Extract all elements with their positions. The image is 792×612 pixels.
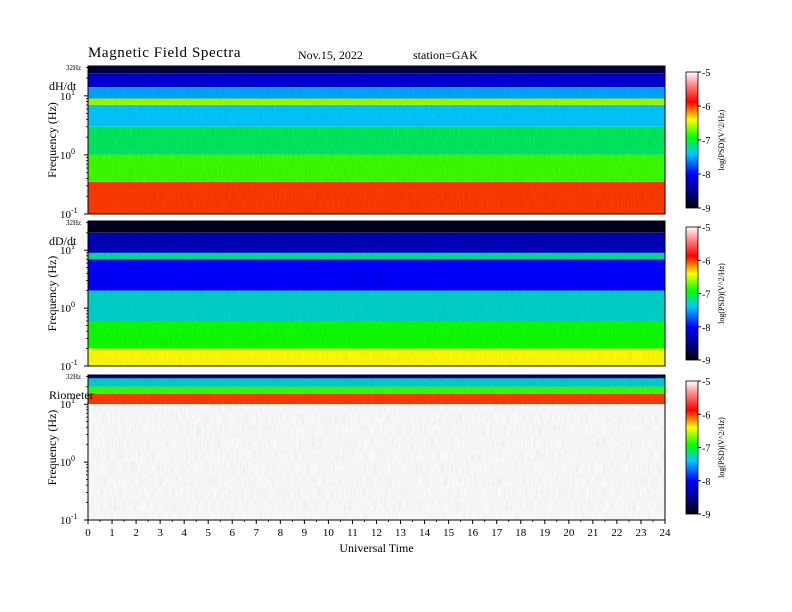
colorbar-tick-label: -7 — [702, 444, 710, 455]
x-tick-label: 24 — [660, 527, 672, 539]
panel-bands-1 — [88, 221, 665, 366]
psd-band — [88, 221, 665, 233]
colorbar-tick-label: -5 — [702, 223, 710, 234]
station-label: station=GAK — [413, 48, 478, 62]
top-freq-label: 32Hz — [66, 373, 81, 381]
colorbar — [685, 71, 699, 209]
panel-frame — [87, 65, 666, 215]
colorbar-tick-label: -6 — [702, 102, 710, 113]
y-tick-label: 100 — [60, 454, 75, 469]
top-freq-label: 32Hz — [66, 219, 81, 227]
x-tick-label: 6 — [230, 527, 236, 539]
colorbar-label: log(PSD)(V^2/Hz) — [717, 263, 726, 324]
x-tick-label: 2 — [133, 527, 139, 539]
psd-band — [88, 87, 665, 99]
colorbar-tick-label: -6 — [702, 256, 710, 267]
psd-band — [88, 73, 665, 88]
x-tick-label: 20 — [563, 527, 575, 539]
y-tick-label: 10-1 — [60, 512, 78, 527]
colorbar-tick-label: -7 — [702, 290, 710, 301]
y-tick-label: 100 — [60, 147, 75, 162]
psd-band — [88, 98, 665, 105]
x-tick-label: 17 — [491, 527, 503, 539]
y-axis-label: Frequency (Hz) — [45, 102, 59, 178]
psd-band — [88, 181, 665, 214]
y-tick-label: 101 — [60, 242, 75, 257]
colorbar-tick-label: -8 — [702, 170, 710, 181]
x-axis-label: Universal Time — [339, 541, 413, 555]
panel-name: dD/dt — [49, 234, 77, 248]
x-tick-label: 12 — [371, 527, 382, 539]
chart-title: Magnetic Field Spectra — [88, 45, 242, 61]
colorbar-tick-label: -7 — [702, 136, 710, 147]
psd-band — [88, 259, 665, 291]
y-tick-label: 100 — [60, 300, 75, 315]
colorbar-tick-label: -8 — [702, 477, 710, 488]
x-tick-label: 4 — [181, 527, 187, 539]
panel-bands-2 — [88, 375, 665, 520]
x-tick-label: 9 — [302, 527, 308, 539]
y-tick-label: 101 — [60, 396, 75, 411]
date-label: Nov.15, 2022 — [298, 48, 363, 62]
psd-band — [88, 386, 665, 394]
psd-band — [88, 375, 665, 379]
y-axis-label: Frequency (Hz) — [45, 256, 59, 332]
x-tick-label: 21 — [587, 527, 598, 539]
psd-band — [88, 394, 665, 405]
psd-band — [88, 378, 665, 387]
colorbar-label: log(PSD)(V^2/Hz) — [717, 417, 726, 478]
psd-band — [88, 252, 665, 260]
colorbar-tick-label: -6 — [702, 410, 710, 421]
colorbar — [685, 380, 699, 515]
psd-band — [88, 105, 665, 127]
x-tick-label: 3 — [157, 527, 163, 539]
x-tick-label: 18 — [515, 527, 527, 539]
colorbar-tick-label: -5 — [702, 377, 710, 388]
panel-name: Riometer — [49, 388, 94, 402]
psd-band — [88, 404, 665, 520]
y-tick-label: 101 — [60, 88, 75, 103]
x-tick-label: 8 — [278, 527, 284, 539]
x-tick-label: 5 — [205, 527, 211, 539]
psd-band — [88, 232, 665, 253]
x-tick-label: 1 — [109, 527, 115, 539]
psd-band — [88, 126, 665, 155]
y-tick-label: 10-1 — [60, 358, 78, 373]
psd-band — [88, 66, 665, 74]
colorbar-label: log(PSD)(V^2/Hz) — [717, 109, 726, 170]
colorbar-tick-label: -5 — [702, 68, 710, 79]
x-tick-label: 10 — [323, 527, 335, 539]
x-tick-label: 19 — [539, 527, 551, 539]
y-tick-label: 10-1 — [60, 206, 78, 221]
y-axis-label: Frequency (Hz) — [45, 410, 59, 486]
panel-0 — [87, 65, 666, 215]
x-tick-label: 15 — [443, 527, 455, 539]
psd-band — [88, 154, 665, 182]
x-tick-label: 16 — [467, 527, 479, 539]
panel-frame — [87, 220, 666, 367]
colorbar-tick-label: -9 — [702, 204, 710, 215]
panel-name: dH/dt — [49, 79, 77, 93]
panel-bands-0 — [88, 66, 665, 214]
psd-band — [88, 348, 665, 366]
psd-band — [88, 321, 665, 349]
panel-1 — [87, 220, 666, 367]
x-tick-label: 7 — [254, 527, 260, 539]
x-tick-label: 14 — [419, 527, 431, 539]
psd-band — [88, 290, 665, 321]
x-tick-label: 0 — [85, 527, 91, 539]
colorbar-tick-label: -9 — [702, 510, 710, 521]
top-freq-label: 32Hz — [66, 64, 81, 72]
colorbar-tick-label: -8 — [702, 323, 710, 334]
x-tick-label: 22 — [611, 527, 622, 539]
x-tick-label: 13 — [395, 527, 407, 539]
colorbar — [685, 226, 699, 361]
x-tick-label: 23 — [635, 527, 647, 539]
panel-2 — [87, 374, 666, 521]
x-tick-label: 11 — [347, 527, 358, 539]
colorbar-tick-label: -9 — [702, 356, 710, 367]
